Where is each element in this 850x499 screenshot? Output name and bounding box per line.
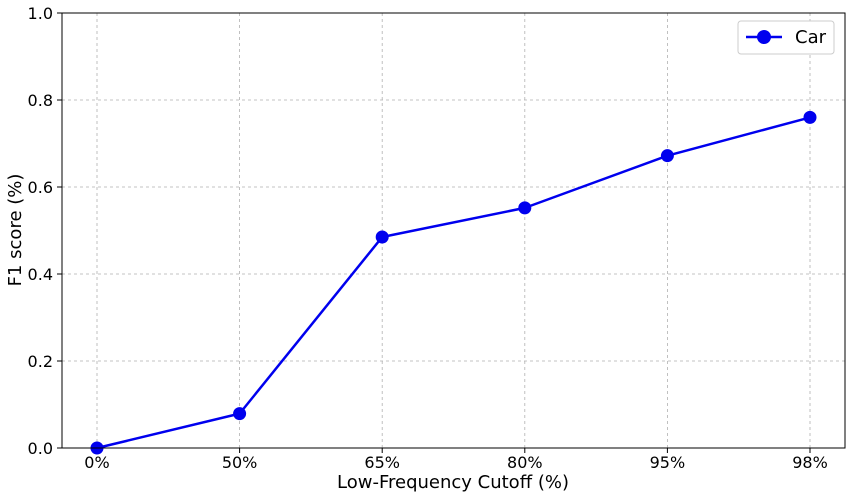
x-tick-label: 95% — [650, 453, 686, 472]
x-tick-label: 50% — [222, 453, 258, 472]
y-tick-label: 0.8 — [28, 91, 53, 110]
data-point — [375, 230, 389, 244]
y-tick-label: 0.2 — [28, 352, 53, 371]
plot-frame — [61, 12, 846, 449]
series-line-car — [96, 116, 811, 450]
x-tick-label: 98% — [792, 453, 828, 472]
y-tick-label: 1.0 — [28, 4, 53, 23]
y-axis-label: F1 score (%) — [5, 174, 26, 287]
grid — [62, 13, 845, 448]
x-axis-label: Low-Frequency Cutoff (%) — [337, 472, 569, 493]
legend-box — [737, 20, 835, 55]
legend: Car — [737, 20, 835, 55]
x-tick-label: 0% — [84, 453, 109, 472]
axis-ticks: 0% 50% 65% 80% 95% 98% 0.0 0.2 0.4 0.6 0.8 1.0 — [28, 4, 828, 472]
x-tick-label: 80% — [507, 453, 543, 472]
data-point — [803, 110, 817, 124]
data-point — [660, 149, 674, 163]
y-tick-label: 0.0 — [28, 439, 53, 458]
x-tick-label: 65% — [364, 453, 400, 472]
data-point — [233, 407, 247, 421]
y-tick-label: 0.4 — [28, 265, 53, 284]
legend-marker-car — [757, 30, 771, 44]
series — [90, 110, 817, 455]
data-point — [518, 201, 532, 215]
y-tick-label: 0.6 — [28, 178, 53, 197]
legend-label-car: Car — [795, 27, 827, 48]
